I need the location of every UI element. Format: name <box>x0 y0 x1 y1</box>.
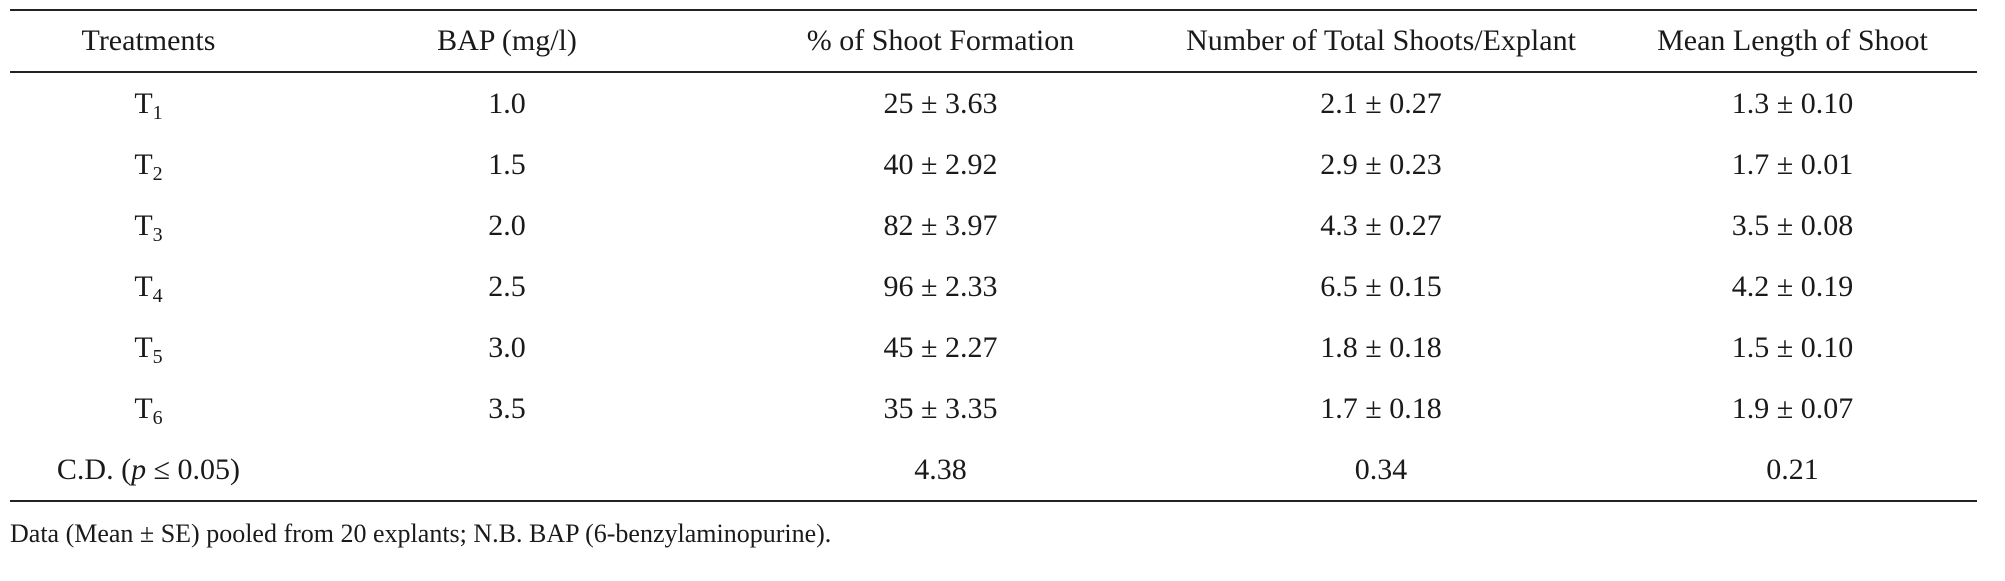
shoot-formation-cell: 96 ± 2.33 <box>883 269 998 303</box>
table-row: T5 3.0 45 ± 2.27 1.8 ± 0.18 1.5 ± 0.10 <box>10 317 1977 378</box>
total-shoots-cell: 2.9 ± 0.23 <box>1320 147 1442 181</box>
bap-cell: 1.5 <box>488 147 526 181</box>
table-row: T4 2.5 96 ± 2.33 6.5 ± 0.15 4.2 ± 0.19 <box>10 256 1977 317</box>
total-shoots-cell: 1.7 ± 0.18 <box>1320 391 1442 425</box>
cd-label-cell: C.D. (p ≤ 0.05) <box>56 452 241 486</box>
bap-cell: 3.0 <box>488 330 526 364</box>
cd-bap-cell <box>287 439 727 501</box>
bap-cell: 1.0 <box>488 86 526 120</box>
total-shoots-cell: 2.1 ± 0.27 <box>1320 86 1442 120</box>
mean-length-cell: 4.2 ± 0.19 <box>1731 269 1854 303</box>
shoot-formation-cell: 35 ± 3.35 <box>883 391 998 425</box>
bap-cell: 3.5 <box>488 391 526 425</box>
total-shoots-cell: 1.8 ± 0.18 <box>1320 330 1442 364</box>
total-shoots-cell: 6.5 ± 0.15 <box>1320 269 1442 303</box>
treatment-cell: T6 <box>134 391 163 429</box>
cd-shoot-formation-cell: 4.38 <box>914 452 967 486</box>
shoot-formation-cell: 25 ± 3.63 <box>883 86 998 120</box>
mean-length-cell: 1.7 ± 0.01 <box>1731 147 1854 181</box>
header-bap: BAP (mg/l) <box>437 24 577 57</box>
mean-length-cell: 1.3 ± 0.10 <box>1731 86 1854 120</box>
table-row: T3 2.0 82 ± 3.97 4.3 ± 0.27 3.5 ± 0.08 <box>10 195 1977 256</box>
total-shoots-cell: 4.3 ± 0.27 <box>1320 208 1442 242</box>
treatment-cell: T1 <box>134 86 163 124</box>
treatment-cell: T4 <box>134 269 163 307</box>
shoot-formation-cell: 40 ± 2.92 <box>883 147 998 181</box>
table-row: T2 1.5 40 ± 2.92 2.9 ± 0.23 1.7 ± 0.01 <box>10 134 1977 195</box>
treatment-cell: T2 <box>134 147 163 185</box>
bap-cell: 2.0 <box>488 208 526 242</box>
table-row: T6 3.5 35 ± 3.35 1.7 ± 0.18 1.9 ± 0.07 <box>10 378 1977 439</box>
bap-cell: 2.5 <box>488 269 526 303</box>
treatment-cell: T5 <box>134 330 163 368</box>
header-shoot-formation: % of Shoot Formation <box>806 24 1075 57</box>
data-table-container: Treatments BAP (mg/l) % of Shoot Formati… <box>10 9 1977 502</box>
cd-total-shoots-cell: 0.34 <box>1354 452 1408 486</box>
shoot-formation-cell: 45 ± 2.27 <box>883 330 998 364</box>
treatment-cell: T3 <box>134 208 163 246</box>
header-mean-length: Mean Length of Shoot <box>1657 24 1928 57</box>
table-row: T1 1.0 25 ± 3.63 2.1 ± 0.27 1.3 ± 0.10 <box>10 72 1977 134</box>
mean-length-cell: 1.9 ± 0.07 <box>1731 391 1854 425</box>
header-treatments: Treatments <box>81 24 216 57</box>
mean-length-cell: 3.5 ± 0.08 <box>1731 208 1854 242</box>
mean-length-cell: 1.5 ± 0.10 <box>1731 330 1854 364</box>
table-footnote: Data (Mean ± SE) pooled from 20 explants… <box>10 519 832 548</box>
table-header-row: Treatments BAP (mg/l) % of Shoot Formati… <box>10 10 1977 72</box>
cd-row: C.D. (p ≤ 0.05) 4.38 0.34 0.21 <box>10 439 1977 501</box>
cd-mean-length-cell: 0.21 <box>1766 452 1819 486</box>
shoot-formation-cell: 82 ± 3.97 <box>883 208 998 242</box>
shoot-formation-table: Treatments BAP (mg/l) % of Shoot Formati… <box>10 9 1977 502</box>
header-total-shoots: Number of Total Shoots/Explant <box>1186 24 1576 57</box>
